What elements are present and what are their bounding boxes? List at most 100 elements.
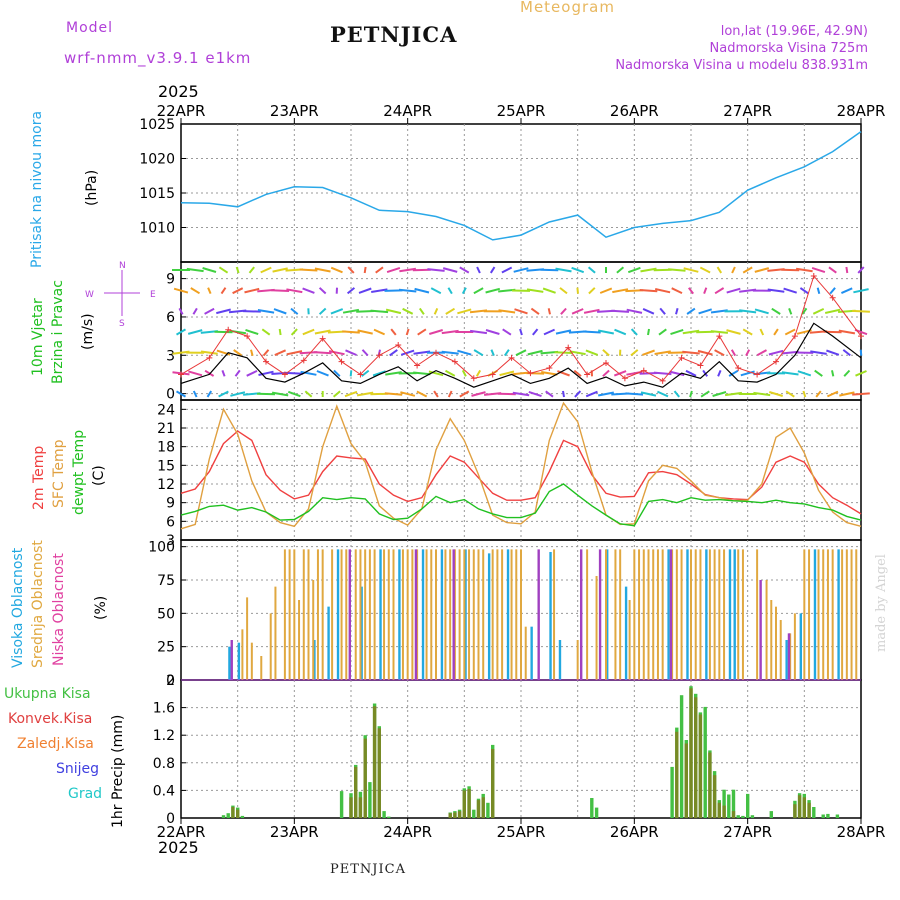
date-label-top: 28APR bbox=[837, 102, 886, 120]
wind-arrow bbox=[599, 287, 613, 294]
precip-conv-bar bbox=[457, 811, 462, 818]
wind-arrow bbox=[190, 287, 201, 295]
wind-arrow bbox=[459, 390, 470, 398]
wind-arrow bbox=[361, 349, 369, 357]
precip-total-bar bbox=[703, 706, 707, 818]
wind-arrow bbox=[273, 308, 287, 315]
date-label-bottom: 26APR bbox=[610, 823, 659, 841]
wind-arrow bbox=[842, 349, 851, 357]
y-tick-label: 1010 bbox=[139, 221, 175, 237]
wind-arrow bbox=[447, 390, 453, 398]
wind-arrow bbox=[829, 287, 836, 295]
precip-conv-bar bbox=[712, 775, 717, 818]
precip-total-bar bbox=[472, 809, 476, 818]
wind-arrow bbox=[555, 267, 572, 273]
wind-arrow bbox=[754, 267, 770, 273]
wind-arrow bbox=[342, 308, 360, 314]
footer-station: PETNJICA bbox=[330, 862, 406, 877]
y-tick-label: 24 bbox=[157, 402, 175, 418]
wind-arrow bbox=[700, 390, 710, 398]
y-tick-label: 0 bbox=[166, 387, 175, 403]
wind-arrow bbox=[256, 392, 276, 396]
wind-arrow bbox=[540, 268, 559, 272]
tsfc-line bbox=[180, 401, 862, 530]
wind-gust-line bbox=[180, 275, 862, 382]
wind-arrow bbox=[845, 266, 849, 274]
wind-arrow bbox=[417, 328, 427, 336]
precip-total-bar bbox=[769, 811, 773, 818]
date-label-top: 27APR bbox=[723, 102, 772, 120]
wind-arrow bbox=[318, 307, 327, 315]
gust-marker bbox=[489, 371, 496, 378]
precip-snow-label: Snijeg bbox=[56, 761, 100, 777]
precip-total-bar bbox=[750, 815, 755, 818]
wind-arrow bbox=[445, 369, 456, 377]
precip-conv-bar bbox=[684, 743, 688, 818]
precip-conv-bar bbox=[453, 812, 457, 818]
wind-arrow bbox=[773, 328, 779, 336]
wind-arrow bbox=[356, 391, 374, 397]
wind-arrow bbox=[697, 349, 713, 356]
gust-marker bbox=[178, 371, 184, 378]
date-label-bottom: 24APR bbox=[383, 823, 432, 841]
y-tick-label: 18 bbox=[157, 440, 175, 456]
wind-arrow bbox=[843, 369, 851, 377]
precip-conv-bar bbox=[448, 813, 452, 818]
precip-conv-bar bbox=[349, 797, 353, 818]
wind-arrow bbox=[855, 370, 867, 377]
precip-conv-bar bbox=[481, 797, 485, 818]
y-tick-label: 0 bbox=[166, 673, 175, 689]
wind-arrow bbox=[811, 266, 826, 274]
gust-marker bbox=[735, 365, 742, 372]
precip-total-bar bbox=[736, 815, 740, 818]
dewpoint-line bbox=[180, 483, 862, 527]
y-tick-label: 15 bbox=[157, 458, 175, 474]
wind-arrow bbox=[235, 266, 240, 274]
wind-arrow bbox=[587, 266, 596, 274]
date-label-top: 26APR bbox=[610, 102, 659, 120]
wind-arrow bbox=[543, 328, 556, 336]
date-label-bottom: 23APR bbox=[270, 823, 319, 841]
wind-arrow bbox=[429, 329, 443, 335]
wind-arrow bbox=[576, 287, 579, 294]
precip-conv-bar bbox=[717, 802, 721, 818]
precip-total-bar bbox=[722, 789, 726, 818]
gust-marker bbox=[716, 333, 723, 340]
wind-arrow bbox=[503, 349, 510, 357]
y-tick-label: 2 bbox=[166, 673, 175, 689]
gust-marker bbox=[858, 333, 864, 340]
wind-arrow bbox=[640, 391, 657, 397]
wind-arrow bbox=[726, 287, 741, 294]
wind-arrow bbox=[699, 266, 711, 274]
wind-arrow bbox=[853, 288, 869, 294]
wind-arrow bbox=[416, 390, 428, 398]
wind-arrow bbox=[656, 390, 669, 398]
wind-arrow bbox=[573, 369, 582, 377]
wind-arrow bbox=[612, 288, 629, 294]
wind-arrow bbox=[316, 370, 329, 377]
precip-total-bar bbox=[741, 815, 745, 818]
wind-arrow bbox=[526, 288, 544, 293]
wind-arrow bbox=[216, 349, 231, 356]
wind-arrow bbox=[342, 330, 360, 334]
wind-arrow bbox=[230, 391, 246, 397]
gust-marker bbox=[584, 371, 591, 378]
wind-arrow bbox=[688, 287, 694, 295]
wind-arrow bbox=[242, 310, 261, 313]
wind-arrow bbox=[459, 266, 470, 274]
wind-arrow bbox=[814, 369, 823, 377]
wind-arrow bbox=[532, 328, 539, 336]
wind-arrow bbox=[530, 307, 540, 315]
wind-arrow bbox=[685, 369, 697, 377]
wind-arrow bbox=[730, 349, 737, 357]
wind-arrow bbox=[640, 267, 657, 273]
wind-arrow bbox=[186, 267, 204, 273]
date-label-top: 22APR bbox=[157, 102, 206, 120]
precip-frozen-label: Zaledj.Kisa bbox=[17, 736, 94, 752]
gust-marker bbox=[697, 362, 704, 369]
wind-arrow bbox=[250, 349, 254, 356]
wind-arrow bbox=[769, 391, 783, 397]
wind-arrow bbox=[363, 266, 367, 274]
wind-arrow bbox=[358, 287, 372, 294]
wind-arrow bbox=[712, 391, 727, 397]
